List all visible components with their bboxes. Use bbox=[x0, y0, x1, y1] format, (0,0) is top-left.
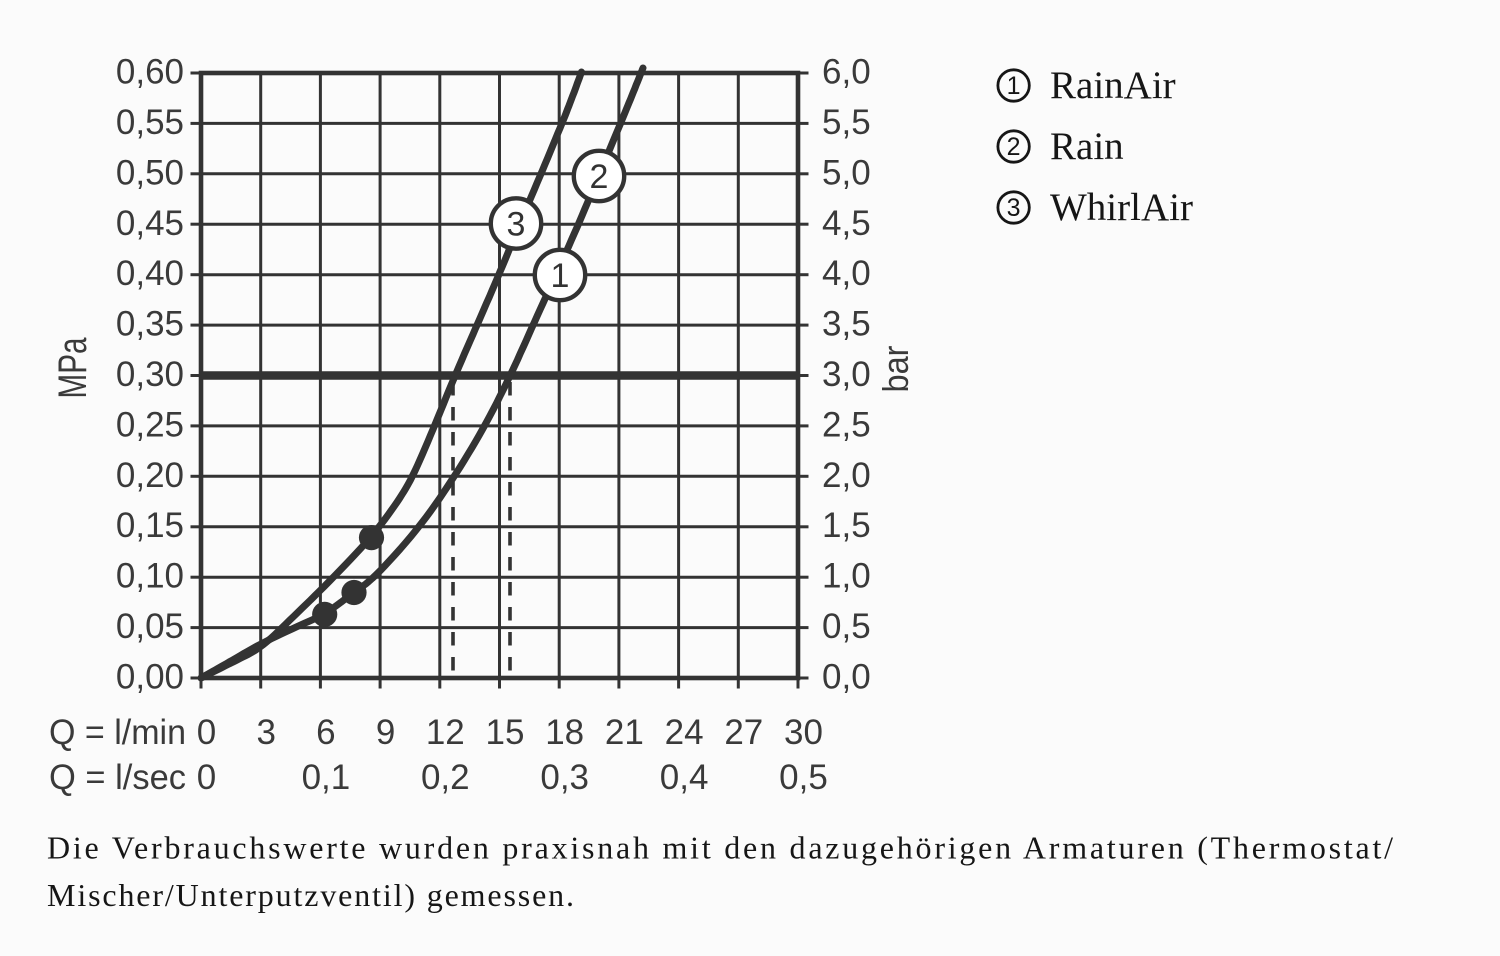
svg-text:0,5: 0,5 bbox=[822, 607, 871, 646]
svg-text:Mischer/Unterputzventil) gemes: Mischer/Unterputzventil) gemessen. bbox=[47, 877, 574, 913]
svg-text:0,05: 0,05 bbox=[116, 607, 184, 646]
svg-text:3: 3 bbox=[507, 206, 526, 244]
svg-text:4,5: 4,5 bbox=[822, 204, 871, 243]
svg-text:0,30: 0,30 bbox=[116, 355, 184, 394]
svg-text:0,0: 0,0 bbox=[822, 658, 871, 697]
svg-text:3: 3 bbox=[256, 713, 275, 752]
svg-text:WhirlAir: WhirlAir bbox=[1050, 186, 1193, 229]
svg-text:1,5: 1,5 bbox=[822, 506, 871, 545]
svg-text:Q = l/sec: Q = l/sec bbox=[49, 758, 186, 797]
svg-text:18: 18 bbox=[545, 713, 584, 752]
svg-text:0,10: 0,10 bbox=[116, 557, 184, 596]
svg-text:0,55: 0,55 bbox=[116, 103, 184, 142]
svg-text:Die Verbrauchswerte wurden pra: Die Verbrauchswerte wurden praxisnah mit… bbox=[47, 830, 1393, 866]
svg-text:24: 24 bbox=[665, 713, 704, 752]
svg-text:Rain: Rain bbox=[1050, 125, 1124, 168]
svg-text:0,15: 0,15 bbox=[116, 506, 184, 545]
svg-text:0: 0 bbox=[197, 713, 216, 752]
svg-text:6,0: 6,0 bbox=[822, 53, 871, 92]
svg-text:2: 2 bbox=[590, 158, 609, 196]
svg-text:3: 3 bbox=[1007, 194, 1021, 222]
svg-text:3,5: 3,5 bbox=[822, 305, 871, 344]
svg-text:5,5: 5,5 bbox=[822, 103, 871, 142]
svg-text:0,50: 0,50 bbox=[116, 153, 184, 192]
svg-text:0,3: 0,3 bbox=[540, 758, 589, 797]
svg-text:RainAir: RainAir bbox=[1050, 64, 1176, 107]
svg-text:Q = l/min: Q = l/min bbox=[49, 713, 186, 752]
svg-text:0,1: 0,1 bbox=[302, 758, 351, 797]
svg-text:2: 2 bbox=[1007, 133, 1021, 161]
svg-text:0,35: 0,35 bbox=[116, 305, 184, 344]
svg-text:0,60: 0,60 bbox=[116, 53, 184, 92]
svg-text:5,0: 5,0 bbox=[822, 153, 871, 192]
svg-text:27: 27 bbox=[724, 713, 763, 752]
svg-text:6: 6 bbox=[316, 713, 335, 752]
svg-text:0,00: 0,00 bbox=[116, 658, 184, 697]
svg-text:0,25: 0,25 bbox=[116, 405, 184, 444]
svg-text:0,2: 0,2 bbox=[421, 758, 470, 797]
svg-text:2,0: 2,0 bbox=[822, 456, 871, 495]
svg-text:1,0: 1,0 bbox=[822, 557, 871, 596]
svg-text:4,0: 4,0 bbox=[822, 254, 871, 293]
svg-text:0,5: 0,5 bbox=[779, 758, 828, 797]
svg-text:21: 21 bbox=[605, 713, 644, 752]
svg-text:1: 1 bbox=[1007, 72, 1021, 100]
svg-text:0,20: 0,20 bbox=[116, 456, 184, 495]
svg-text:3,0: 3,0 bbox=[822, 355, 871, 394]
svg-text:MPa: MPa bbox=[51, 337, 95, 399]
svg-text:2,5: 2,5 bbox=[822, 405, 871, 444]
svg-text:30: 30 bbox=[784, 713, 823, 752]
svg-text:bar: bar bbox=[875, 345, 916, 392]
svg-text:12: 12 bbox=[426, 713, 465, 752]
svg-text:0,4: 0,4 bbox=[660, 758, 709, 797]
svg-text:0,40: 0,40 bbox=[116, 254, 184, 293]
svg-text:9: 9 bbox=[376, 713, 395, 752]
svg-text:0,45: 0,45 bbox=[116, 204, 184, 243]
svg-text:15: 15 bbox=[486, 713, 525, 752]
svg-text:1: 1 bbox=[551, 257, 570, 295]
svg-text:0: 0 bbox=[197, 758, 216, 797]
